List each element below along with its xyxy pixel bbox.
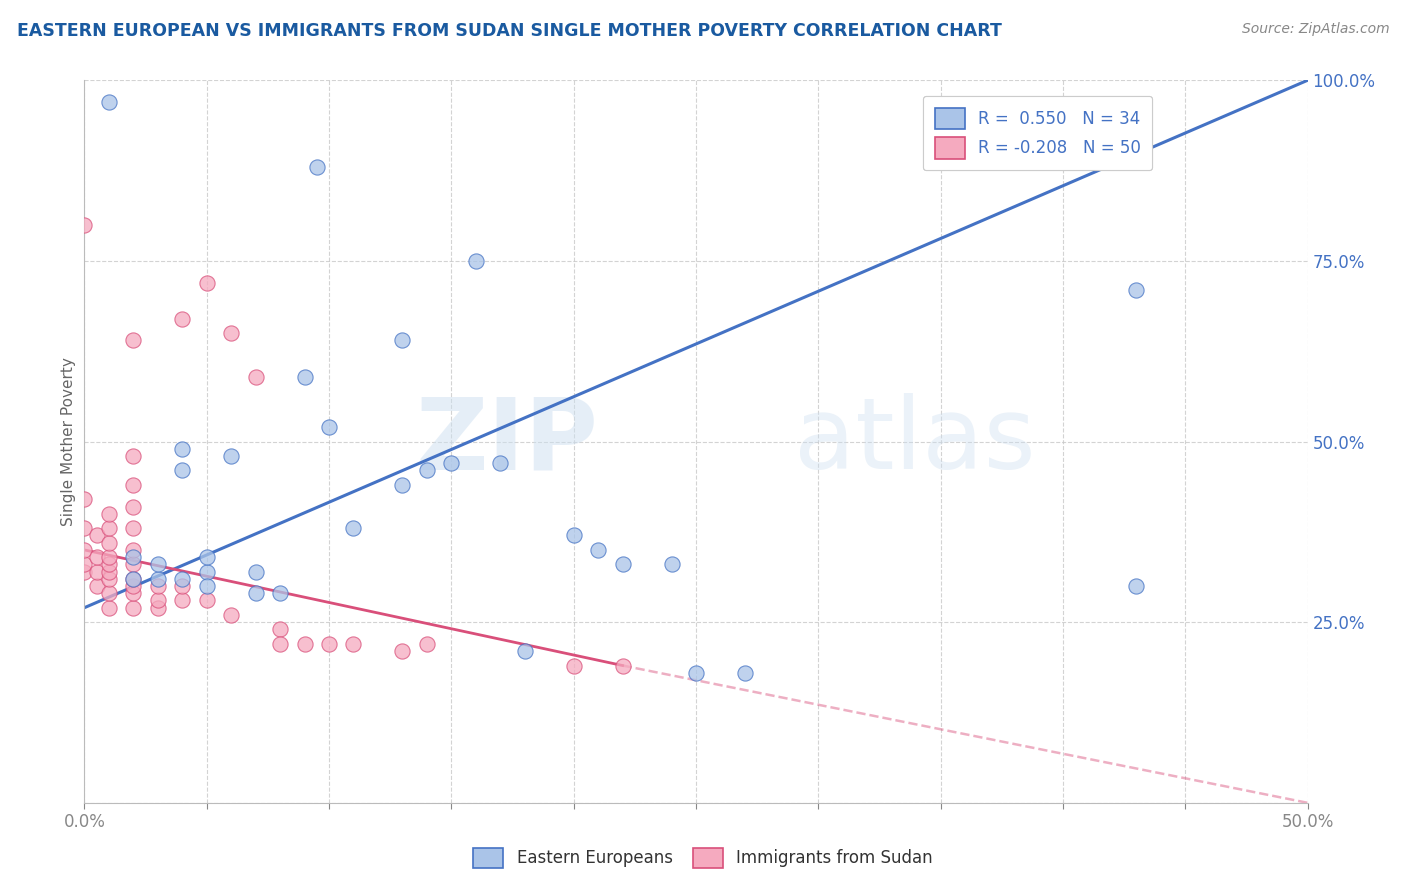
Text: ZIP: ZIP xyxy=(415,393,598,490)
Point xyxy=(146,558,169,572)
Point xyxy=(73,542,96,557)
Point xyxy=(146,572,169,586)
Point xyxy=(1125,283,1147,297)
Point xyxy=(122,521,145,535)
Point xyxy=(122,550,145,565)
Point xyxy=(294,369,316,384)
Point xyxy=(305,160,328,174)
Point xyxy=(612,558,634,572)
Point xyxy=(86,550,108,565)
Point xyxy=(661,558,683,572)
Point xyxy=(440,456,463,470)
Legend: R =  0.550   N = 34, R = -0.208   N = 50: R = 0.550 N = 34, R = -0.208 N = 50 xyxy=(922,95,1153,170)
Point xyxy=(269,637,291,651)
Point xyxy=(146,593,169,607)
Text: Source: ZipAtlas.com: Source: ZipAtlas.com xyxy=(1241,22,1389,37)
Point xyxy=(245,369,267,384)
Point xyxy=(122,449,145,463)
Point xyxy=(734,665,756,680)
Point xyxy=(489,456,512,470)
Point xyxy=(122,572,145,586)
Point xyxy=(86,579,108,593)
Point xyxy=(122,558,145,572)
Point xyxy=(86,565,108,579)
Point xyxy=(318,420,340,434)
Point xyxy=(195,550,218,565)
Point xyxy=(586,542,609,557)
Point xyxy=(122,334,145,348)
Point xyxy=(342,521,364,535)
Y-axis label: Single Mother Poverty: Single Mother Poverty xyxy=(60,357,76,526)
Point xyxy=(97,572,120,586)
Point xyxy=(464,253,486,268)
Point xyxy=(97,586,120,600)
Point xyxy=(245,565,267,579)
Text: EASTERN EUROPEAN VS IMMIGRANTS FROM SUDAN SINGLE MOTHER POVERTY CORRELATION CHAR: EASTERN EUROPEAN VS IMMIGRANTS FROM SUDA… xyxy=(17,22,1001,40)
Point xyxy=(172,463,194,477)
Point xyxy=(73,565,96,579)
Point xyxy=(97,565,120,579)
Point xyxy=(219,449,242,463)
Point xyxy=(562,658,585,673)
Point xyxy=(416,637,439,651)
Point xyxy=(122,478,145,492)
Point xyxy=(97,550,120,565)
Point xyxy=(172,593,194,607)
Point xyxy=(195,579,218,593)
Point xyxy=(562,528,585,542)
Text: atlas: atlas xyxy=(794,393,1035,490)
Point xyxy=(122,600,145,615)
Point xyxy=(73,521,96,535)
Point xyxy=(172,579,194,593)
Point xyxy=(245,586,267,600)
Point xyxy=(97,507,120,521)
Point xyxy=(172,311,194,326)
Point xyxy=(391,644,413,658)
Legend: Eastern Europeans, Immigrants from Sudan: Eastern Europeans, Immigrants from Sudan xyxy=(467,841,939,875)
Point xyxy=(73,492,96,507)
Point xyxy=(195,276,218,290)
Point xyxy=(269,623,291,637)
Point xyxy=(86,528,108,542)
Point xyxy=(122,542,145,557)
Point xyxy=(269,586,291,600)
Point xyxy=(122,586,145,600)
Point xyxy=(97,521,120,535)
Point xyxy=(172,442,194,456)
Point xyxy=(294,637,316,651)
Point xyxy=(122,579,145,593)
Point xyxy=(195,593,218,607)
Point xyxy=(416,463,439,477)
Point xyxy=(73,558,96,572)
Point xyxy=(97,600,120,615)
Point xyxy=(172,572,194,586)
Point xyxy=(391,334,413,348)
Point xyxy=(97,558,120,572)
Point xyxy=(342,637,364,651)
Point xyxy=(1125,579,1147,593)
Point xyxy=(513,644,536,658)
Point xyxy=(219,326,242,340)
Point xyxy=(146,600,169,615)
Point xyxy=(391,478,413,492)
Point xyxy=(73,218,96,232)
Point xyxy=(122,572,145,586)
Point xyxy=(685,665,707,680)
Point xyxy=(318,637,340,651)
Point xyxy=(219,607,242,622)
Point xyxy=(146,579,169,593)
Point xyxy=(195,565,218,579)
Point xyxy=(97,535,120,549)
Point xyxy=(612,658,634,673)
Point xyxy=(97,95,120,109)
Point xyxy=(122,500,145,514)
